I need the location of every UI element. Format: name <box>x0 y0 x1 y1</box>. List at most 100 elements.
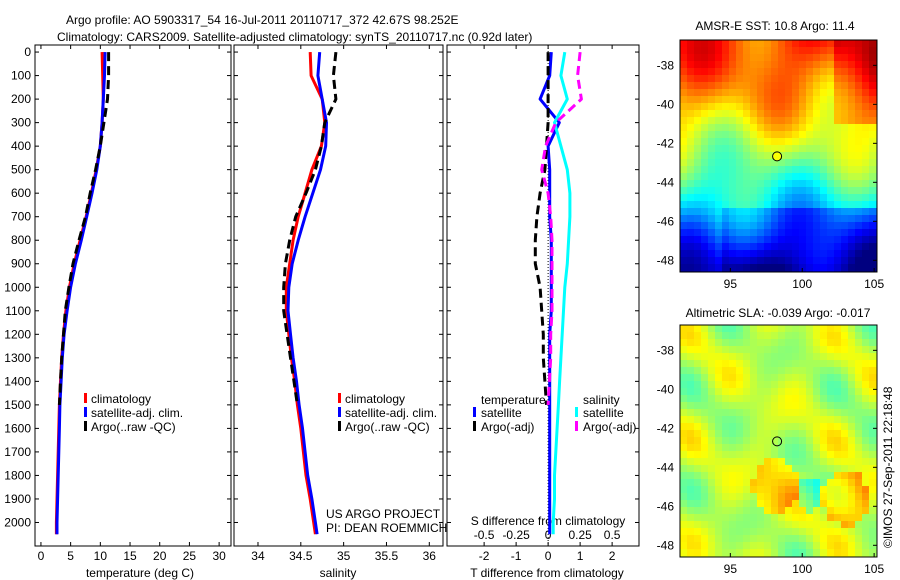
map-cell <box>785 96 792 103</box>
y-tick-label: 500 <box>11 163 31 177</box>
map-cell <box>813 159 820 166</box>
map-cell <box>764 339 771 346</box>
map-cell <box>778 514 785 521</box>
map-cell <box>778 374 785 381</box>
map-cell <box>750 423 757 430</box>
map-cell <box>722 159 729 166</box>
map-cell <box>722 374 729 381</box>
map-cell <box>736 339 743 346</box>
argo-location-marker <box>772 151 783 162</box>
map-cell <box>862 416 869 423</box>
map-cell <box>722 201 729 208</box>
map-cell <box>743 243 750 250</box>
map-cell <box>729 521 736 528</box>
map-cell <box>701 472 708 479</box>
map-cell <box>729 145 736 152</box>
map-cell <box>792 388 799 395</box>
map-cell <box>687 472 694 479</box>
map-cell <box>778 542 785 549</box>
map-cell <box>862 528 869 535</box>
map-cell <box>785 187 792 194</box>
map-cell <box>757 472 764 479</box>
map-cell <box>841 325 848 332</box>
map-cell <box>813 367 820 374</box>
map-cell <box>806 332 813 339</box>
map-cell <box>694 159 701 166</box>
map-cell <box>687 486 694 493</box>
map-cell <box>792 180 799 187</box>
map-cell <box>820 89 827 96</box>
y-tick-label: -40 <box>657 382 675 396</box>
map-cell <box>834 325 841 332</box>
map-cell <box>694 117 701 124</box>
map-cell <box>708 117 715 124</box>
map-cell <box>806 549 813 556</box>
map-cell <box>834 465 841 472</box>
map-cell <box>869 222 876 229</box>
map-cell <box>715 360 722 367</box>
map-cell <box>848 166 855 173</box>
map-cell <box>750 264 757 271</box>
map-cell <box>764 222 771 229</box>
map-cell <box>764 117 771 124</box>
map-cell <box>820 325 827 332</box>
map-cell <box>701 215 708 222</box>
map-cell <box>855 542 862 549</box>
x-tick-label: 30 <box>212 549 226 563</box>
map-cell <box>820 166 827 173</box>
map-cell <box>806 339 813 346</box>
map-cell <box>785 243 792 250</box>
map-cell <box>820 479 827 486</box>
map-cell <box>834 388 841 395</box>
map-cell <box>694 409 701 416</box>
map-cell <box>834 423 841 430</box>
map-cell <box>848 61 855 68</box>
map-cell <box>820 215 827 222</box>
map-cell <box>785 437 792 444</box>
map-cell <box>862 68 869 75</box>
map-cell <box>855 437 862 444</box>
map-cell <box>855 514 862 521</box>
map-cell <box>862 54 869 61</box>
map-cell <box>785 346 792 353</box>
map-cell <box>792 360 799 367</box>
map-cell <box>869 444 876 451</box>
map-cell <box>855 423 862 430</box>
map-cell <box>750 68 757 75</box>
map-cell <box>785 75 792 82</box>
map-cell <box>869 409 876 416</box>
map-cell <box>722 465 729 472</box>
x-tick-label: 0 <box>38 549 45 563</box>
map-cell <box>834 257 841 264</box>
map-cell <box>750 437 757 444</box>
map-cell <box>869 236 876 243</box>
map-cell <box>834 82 841 89</box>
map-cell <box>820 332 827 339</box>
map-cell <box>771 124 778 131</box>
map-cell <box>806 138 813 145</box>
map-cell <box>792 430 799 437</box>
map-cell <box>841 332 848 339</box>
map-cell <box>799 486 806 493</box>
map-cell <box>785 61 792 68</box>
salinity-panel: 34 34.5 35 35.5 36 <box>233 44 444 563</box>
map-cell <box>687 243 694 250</box>
map-cell <box>778 353 785 360</box>
map-cell <box>771 75 778 82</box>
map-cell <box>708 430 715 437</box>
map-cell <box>778 145 785 152</box>
map-cell <box>848 110 855 117</box>
map-cell <box>813 493 820 500</box>
map-cell <box>855 187 862 194</box>
map-cell <box>862 222 869 229</box>
map-cell <box>855 61 862 68</box>
map-cell <box>799 166 806 173</box>
map-cell <box>722 47 729 54</box>
map-cell <box>778 493 785 500</box>
map-cell <box>834 374 841 381</box>
map-cell <box>799 493 806 500</box>
map-cell <box>764 229 771 236</box>
map-cell <box>834 124 841 131</box>
map-cell <box>715 423 722 430</box>
map-cell <box>848 68 855 75</box>
